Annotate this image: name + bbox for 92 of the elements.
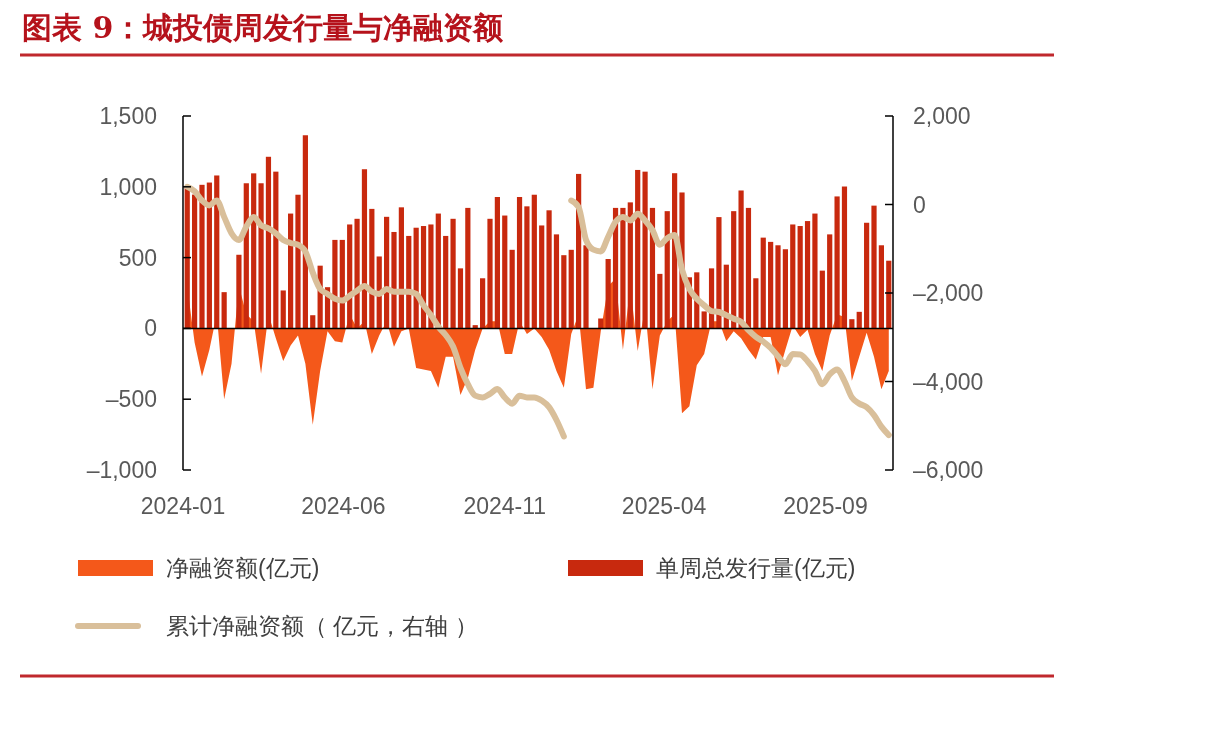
bar <box>354 218 360 329</box>
bar <box>206 182 212 329</box>
bar <box>236 254 242 329</box>
bar <box>827 234 833 329</box>
bar <box>443 235 449 329</box>
bar <box>384 216 390 329</box>
bar <box>524 206 530 329</box>
bar <box>509 249 515 329</box>
bar <box>812 213 818 329</box>
legend-label: 累计净融资额（ 亿元，右轴 ） <box>166 613 478 640</box>
bar <box>849 319 855 329</box>
bar <box>871 205 877 329</box>
bar <box>804 221 811 329</box>
bar <box>886 260 892 329</box>
bar <box>878 245 884 329</box>
bar <box>487 218 493 329</box>
bar <box>502 215 508 329</box>
bar <box>295 194 301 329</box>
bar <box>265 156 272 329</box>
bar <box>369 208 375 329</box>
bar <box>199 184 205 329</box>
bar <box>288 213 294 329</box>
bar <box>450 218 456 329</box>
x-tick-label: 2025-09 <box>783 493 868 519</box>
bar <box>553 234 560 329</box>
bar <box>280 290 286 329</box>
bar <box>258 183 264 329</box>
bar <box>583 245 589 329</box>
bar <box>627 202 633 329</box>
bar <box>664 211 670 329</box>
bar <box>635 169 641 329</box>
bar <box>214 175 220 329</box>
bar <box>642 171 648 329</box>
bar <box>273 171 279 329</box>
bar <box>494 197 500 329</box>
bar <box>561 255 567 329</box>
bar <box>332 239 338 329</box>
x-tick-label: 2024-11 <box>463 493 547 519</box>
bar <box>480 278 486 329</box>
bar <box>775 245 781 329</box>
bar <box>738 190 744 329</box>
bar <box>539 225 545 329</box>
bar <box>605 259 611 329</box>
bar <box>760 237 766 329</box>
bar <box>620 207 626 329</box>
bar <box>361 169 368 329</box>
bar <box>184 186 190 329</box>
bar <box>797 226 803 329</box>
bar <box>753 278 759 329</box>
bar <box>391 231 397 329</box>
y-tick-label: 1,500 <box>99 103 157 130</box>
bar <box>457 268 464 329</box>
bar <box>782 249 788 329</box>
bar <box>856 311 862 329</box>
legend-label: 单周总发行量(亿元) <box>656 555 856 582</box>
bar <box>398 207 404 329</box>
bar <box>768 241 774 329</box>
x-tick-label: 2024-06 <box>301 493 386 519</box>
y-tick-label: 1,000 <box>99 173 157 200</box>
legend-label: 净融资额(亿元) <box>166 555 320 582</box>
bar <box>657 273 663 329</box>
y2-tick-label: –2,000 <box>913 280 984 307</box>
bar <box>310 315 316 329</box>
y2-tick-label: 2,000 <box>913 103 971 130</box>
bar <box>745 207 752 329</box>
y-tick-label: –1,000 <box>86 457 157 484</box>
bar <box>221 292 227 329</box>
chart-title: 图表 9：城投债周发行量与净融资额 <box>22 10 504 45</box>
bar <box>516 197 523 329</box>
y2-tick-label: 0 <box>913 191 926 218</box>
y-tick-label: 0 <box>144 315 157 342</box>
bar <box>864 222 870 329</box>
bar <box>716 217 722 329</box>
bar <box>192 194 198 329</box>
x-tick-label: 2024-01 <box>140 493 226 519</box>
bar <box>568 249 574 329</box>
bar <box>731 211 737 329</box>
bar <box>598 318 604 329</box>
bar <box>841 186 848 329</box>
bar <box>834 196 840 329</box>
y-tick-label: 500 <box>118 244 157 271</box>
bar <box>819 270 825 329</box>
bar <box>546 210 552 329</box>
y2-tick-label: –6,000 <box>913 457 984 484</box>
bar <box>465 207 471 329</box>
bar <box>251 173 257 329</box>
bar <box>701 311 707 329</box>
x-tick-label: 2025-04 <box>621 493 707 519</box>
y2-tick-label: –4,000 <box>913 368 984 395</box>
y-tick-label: –500 <box>105 386 157 413</box>
bar <box>531 194 537 329</box>
bar <box>790 224 796 329</box>
